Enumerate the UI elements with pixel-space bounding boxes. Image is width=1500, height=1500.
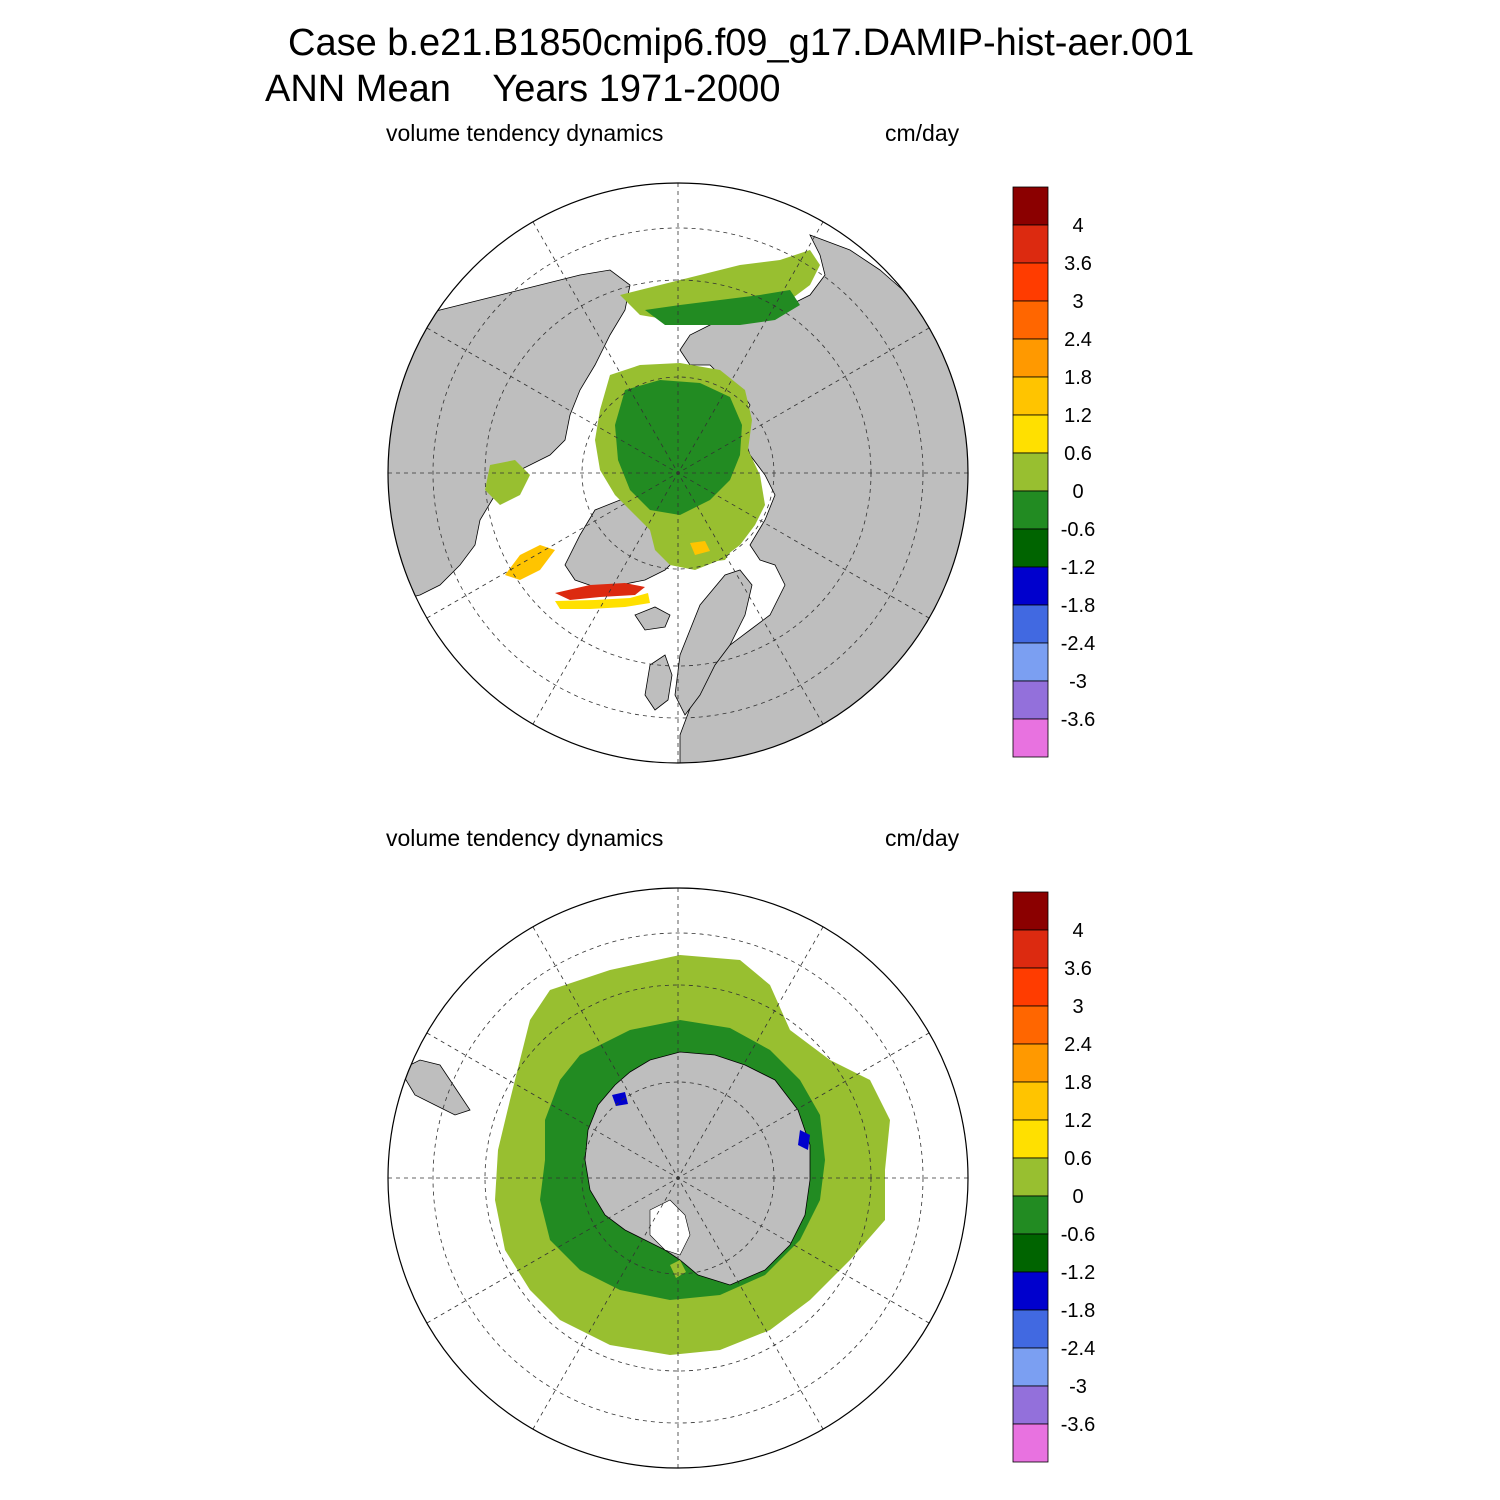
- ice-field-greenland-sea-positive: [555, 593, 650, 609]
- south-colorbar-tick-label: 4: [1072, 920, 1083, 942]
- south-colorbar-box: [1012, 1005, 1049, 1045]
- north-colorbar-box: [1012, 604, 1049, 644]
- north-polar-map: [387, 182, 969, 764]
- south-colorbar-tick-label: -0.6: [1061, 1224, 1095, 1246]
- ice-field-baffin: [485, 460, 530, 505]
- panel-north-units-label: cm/day: [885, 120, 960, 146]
- north-colorbar-box: [1012, 566, 1049, 606]
- north-colorbar-tick-label: 1.8: [1064, 367, 1092, 389]
- south-colorbar-tick-label: 1.2: [1064, 1110, 1092, 1132]
- south-colorbar-box: [1012, 1157, 1049, 1197]
- north-colorbar-tick-label: 0: [1072, 481, 1083, 503]
- ice-field-ross-positive: [670, 1260, 686, 1278]
- south-colorbar-tick-label: 2.4: [1064, 1034, 1092, 1056]
- south-colorbar-tick-label: 0.6: [1064, 1148, 1092, 1170]
- ice-field-labrador-positive: [505, 545, 555, 580]
- south-colorbar-box: [1012, 1233, 1049, 1273]
- land-uk: [644, 654, 673, 711]
- south-colorbar-tick-label: 1.8: [1064, 1072, 1092, 1094]
- figure-title-case: Case b.e21.B1850cmip6.f09_g17.DAMIP-hist…: [288, 22, 1195, 64]
- north-colorbar-tick-label: -1.2: [1061, 557, 1095, 579]
- map-boundary: [387, 182, 969, 764]
- north-colorbar-tick-label: 2.4: [1064, 329, 1092, 351]
- north-colorbar-box: [1012, 718, 1049, 758]
- ice-field-coastal-negative: [612, 1092, 628, 1106]
- land-scandinavia: [674, 569, 753, 716]
- north-colorbar-tick-label: -3: [1069, 671, 1087, 693]
- north-colorbar-tick-label: 1.2: [1064, 405, 1092, 427]
- graticule: [388, 183, 968, 763]
- north-colorbar-box: [1012, 414, 1049, 454]
- north-colorbar-box: [1012, 186, 1049, 226]
- panel-south-variable-label: volume tendency dynamics: [386, 825, 664, 851]
- land-south-america: [399, 1059, 471, 1116]
- south-colorbar-box: [1012, 1119, 1049, 1159]
- south-colorbar-box: [1012, 1195, 1049, 1235]
- south-colorbar-box: [1012, 1423, 1049, 1463]
- south-colorbar-tick-label: -3: [1069, 1376, 1087, 1398]
- south-colorbar: 4 3.6 3 2.4 1.8 1.2 0.6 0 -0.6 -1.2 -1.8 -2.4 -3 -3.6: [1012, 891, 1095, 1463]
- land-antarctica: [584, 1051, 811, 1286]
- ice-field-barents-positive: [690, 541, 710, 555]
- graticule: [388, 888, 968, 1468]
- ice-field-coastal-negative-east: [798, 1130, 810, 1150]
- south-colorbar-tick-label: -1.8: [1061, 1300, 1095, 1322]
- north-colorbar-tick-label: -0.6: [1061, 519, 1095, 541]
- south-colorbar-tick-label: 3.6: [1064, 958, 1092, 980]
- north-colorbar-box: [1012, 680, 1049, 720]
- south-colorbar-tick-label: 3: [1072, 996, 1083, 1018]
- north-colorbar-tick-label: 3.6: [1064, 253, 1092, 275]
- land-iceland: [634, 606, 671, 631]
- ice-field-greenland-sea-extreme: [555, 583, 645, 600]
- land-north-america: [388, 269, 631, 606]
- north-colorbar-box: [1012, 262, 1049, 302]
- north-colorbar-tick-label: -1.8: [1061, 595, 1095, 617]
- south-colorbar-box: [1012, 967, 1049, 1007]
- south-colorbar-box: [1012, 1043, 1049, 1083]
- south-colorbar-tick-label: -1.2: [1061, 1262, 1095, 1284]
- south-colorbar-box: [1012, 891, 1049, 931]
- panel-south-units-label: cm/day: [885, 825, 960, 851]
- north-colorbar-tick-label: -2.4: [1061, 633, 1095, 655]
- north-colorbar-box: [1012, 642, 1049, 682]
- north-colorbar: 4 3.6 3 2.4 1.8 1.2 0.6 0 -0.6 -1.2 -1.8 -2.4 -3 -3.6: [1012, 186, 1095, 758]
- north-colorbar-box: [1012, 376, 1049, 416]
- north-colorbar-box: [1012, 528, 1049, 568]
- south-colorbar-box: [1012, 1309, 1049, 1349]
- north-colorbar-tick-label: -3.6: [1061, 709, 1095, 731]
- south-colorbar-tick-label: 0: [1072, 1186, 1083, 1208]
- south-colorbar-box: [1012, 1347, 1049, 1387]
- south-polar-map: [387, 887, 969, 1469]
- north-colorbar-box: [1012, 338, 1049, 378]
- north-colorbar-tick-label: 3: [1072, 291, 1083, 313]
- land-eurasia: [679, 234, 968, 763]
- figure-title-period: ANN Mean Years 1971-2000: [265, 68, 781, 110]
- south-colorbar-box: [1012, 1385, 1049, 1425]
- north-colorbar-box: [1012, 452, 1049, 492]
- panel-north-variable-label: volume tendency dynamics: [386, 120, 664, 146]
- north-colorbar-box: [1012, 300, 1049, 340]
- south-colorbar-box: [1012, 1271, 1049, 1311]
- south-colorbar-box: [1012, 1081, 1049, 1121]
- south-colorbar-tick-label: -2.4: [1061, 1338, 1095, 1360]
- north-colorbar-box: [1012, 224, 1049, 264]
- ice-shelf-ross: [649, 1199, 691, 1256]
- south-colorbar-box: [1012, 929, 1049, 969]
- ice-field-negative-core: [615, 380, 742, 515]
- north-colorbar-tick-label: 4: [1072, 215, 1083, 237]
- north-colorbar-box: [1012, 490, 1049, 530]
- map-boundary: [387, 887, 969, 1469]
- south-colorbar-tick-label: -3.6: [1061, 1414, 1095, 1436]
- north-colorbar-tick-label: 0.6: [1064, 443, 1092, 465]
